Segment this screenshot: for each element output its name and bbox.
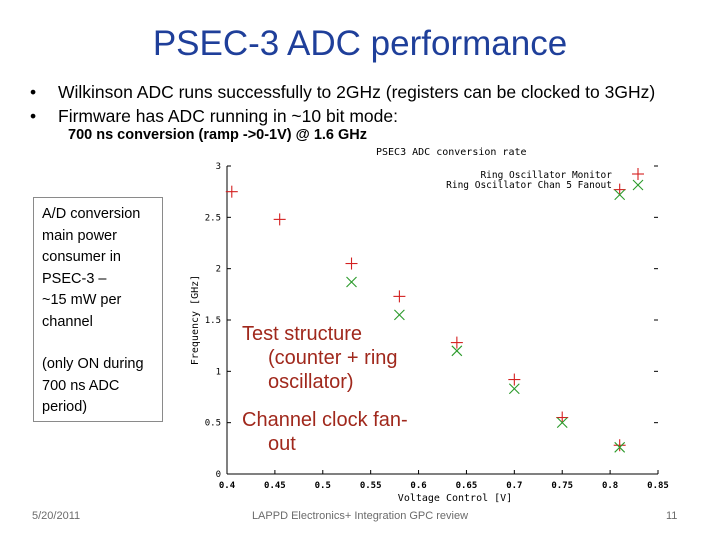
y-tick-label: 3	[216, 162, 221, 172]
chart-legend: Ring Oscillator Monitor Ring Oscillator …	[446, 168, 644, 191]
power-note-line: A/D conversion	[42, 206, 141, 222]
x-tick-label: 0.45	[264, 481, 286, 491]
data-point-plus	[508, 373, 521, 386]
power-note-line: channel	[42, 313, 93, 330]
annotation-line: Test structure	[242, 323, 363, 345]
annotation-line: oscillator)	[268, 371, 354, 393]
chart-title: PSEC3 ADC conversion rate	[376, 147, 527, 158]
x-tick-label: 0.85	[647, 481, 669, 491]
channel-fanout-annotation: Channel clock fan- out	[242, 408, 408, 456]
x-tick-label: 0.8	[602, 481, 618, 491]
data-point-x	[614, 441, 626, 453]
legend-plus-marker	[632, 168, 644, 180]
power-note-line: period)	[42, 399, 88, 415]
legend-entry-1: Ring Oscillator Monitor	[480, 170, 612, 181]
plot-marks	[225, 183, 626, 453]
y-tick-label: 0.5	[205, 419, 221, 429]
data-point-plus	[613, 439, 626, 452]
footer-title: LAPPD Electronics+ Integration GPC revie…	[251, 510, 469, 522]
conversion-rate-chart: PSEC3 ADC conversion rate Ring Oscillato…	[190, 147, 669, 504]
test-structure-annotation: Test structure (counter + ring oscillato…	[242, 322, 398, 394]
power-note-line: consumer in	[42, 249, 121, 265]
power-note-line: 700 ns ADC	[42, 377, 120, 394]
annotation-line: Channel clock fan-	[242, 409, 408, 431]
footer-date: 5/20/2011	[32, 510, 81, 522]
bullet-list: Wilkinson ADC runs successfully to 2GHz …	[26, 80, 716, 128]
x-tick-label: 0.6	[410, 481, 426, 491]
x-tick-label: 0.5	[315, 481, 331, 491]
slide-number: 11	[666, 510, 678, 522]
x-axis-label: Voltage Control [V]	[398, 493, 512, 504]
annotation-line: out	[268, 433, 296, 455]
data-point-plus	[225, 185, 238, 198]
data-point-plus	[345, 257, 358, 270]
data-point-x	[394, 309, 405, 321]
slide-title: PSEC-3 ADC performance	[152, 24, 568, 63]
power-note-box: A/D conversion main power consumer in PS…	[33, 197, 163, 422]
legend-marker-2	[632, 179, 644, 191]
power-note-line: PSEC-3 –	[42, 270, 107, 287]
y-tick-label: 0	[216, 470, 221, 480]
bullet-item: Wilkinson ADC runs successfully to 2GHz …	[26, 80, 716, 104]
legend-entry-2: Ring Oscillator Chan 5 Fanout	[446, 180, 612, 191]
plot-axes: 0.4 0.45 0.5 0.55 0.6 0.65 0.7 0.75 0.8 0.85 0 0.5 1…	[205, 162, 669, 491]
x-tick-label: 0.4	[219, 481, 236, 491]
y-tick-label: 2.5	[205, 213, 221, 223]
data-point-plus	[450, 336, 463, 349]
power-note-line: main power	[42, 227, 117, 244]
x-tick-label: 0.7	[506, 481, 522, 491]
legend-x-marker	[632, 179, 644, 191]
bullet-item: Firmware has ADC running in ~10 bit mode…	[26, 104, 716, 128]
y-tick-label: 1.5	[205, 316, 221, 326]
y-axis-label: Frequency [GHz]	[190, 275, 201, 365]
data-point-plus	[556, 411, 569, 424]
data-point-plus	[393, 290, 406, 303]
power-note-line: (only ON during	[42, 356, 144, 372]
legend-marker-1	[632, 168, 644, 180]
x-tick-label: 0.55	[360, 481, 382, 491]
conversion-note: 700 ns conversion (ramp ->0-1V) @ 1.6 GH…	[68, 127, 368, 143]
data-point-x	[508, 383, 520, 395]
data-point-x	[614, 189, 626, 201]
data-point-plus	[273, 213, 286, 226]
power-note-line: ~15 mW per	[42, 292, 122, 308]
annotation-line: (counter + ring	[268, 347, 398, 369]
data-point-x	[556, 417, 568, 429]
x-tick-label: 0.75	[551, 481, 573, 491]
data-point-x	[451, 345, 463, 357]
y-tick-label: 2	[216, 265, 221, 275]
y-tick-label: 1	[216, 367, 221, 377]
x-tick-label: 0.65	[456, 481, 478, 491]
data-point-plus	[613, 183, 626, 196]
data-point-x	[346, 276, 357, 288]
